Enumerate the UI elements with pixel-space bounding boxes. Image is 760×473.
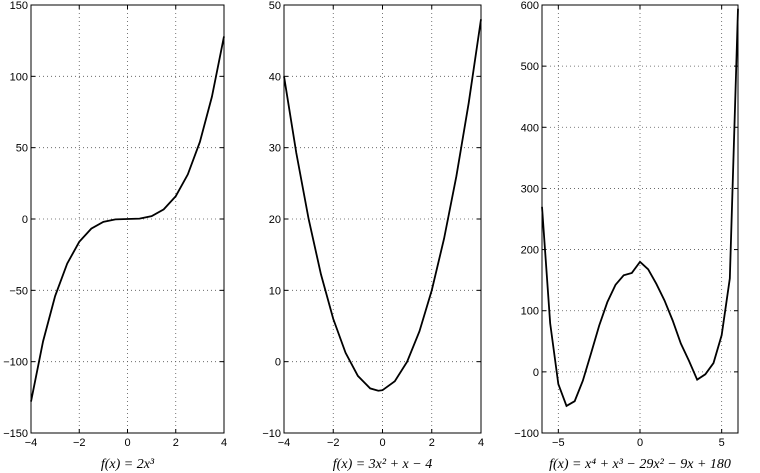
y-tick-label: −100 [3, 357, 28, 369]
y-tick-label: 600 [521, 0, 539, 12]
y-tick-label: 10 [269, 285, 281, 297]
y-tick-label: 150 [10, 0, 28, 12]
function-curve [283, 19, 482, 392]
y-tick-label: 40 [269, 71, 281, 83]
x-tick-label: −4 [25, 437, 38, 449]
y-tick-label: 0 [22, 214, 28, 226]
y-tick-label: 20 [269, 214, 281, 226]
x-tick-label: −2 [73, 437, 86, 449]
function-caption: f(x) = x⁴ + x³ − 29x² − 9x + 180 [549, 457, 731, 472]
x-tick-label: −5 [552, 437, 565, 449]
x-tick-label: 4 [478, 437, 484, 449]
x-tick-label: −4 [278, 437, 291, 449]
chart-panel-1: −4 −2 0 2 4 −150 −100 −50 0 50 100 150 f(x) = 2x³ [3, 0, 227, 472]
x-tick-label: 2 [173, 437, 179, 449]
function-caption: f(x) = 2x³ [101, 457, 155, 472]
y-tick-label: 400 [521, 122, 539, 134]
chart-panel-3: −5 0 5 −100 0 100 200 300 400 500 600 f(x) = x⁴ + x… [514, 0, 739, 472]
y-tick-label: 100 [521, 306, 539, 318]
y-tick-label: 300 [521, 183, 539, 195]
x-tick-label: 0 [637, 437, 643, 449]
y-tick-label: −10 [262, 428, 281, 440]
chart-panel-2: −4 −2 0 2 4 −10 0 10 20 30 40 50 f(x) = 3x² + x − 4 [262, 0, 484, 472]
x-tick-label: 0 [124, 437, 130, 449]
x-tick-label: 0 [379, 437, 385, 449]
y-tick-label: 50 [16, 143, 28, 155]
y-tick-label: −50 [9, 285, 28, 297]
function-curve [541, 8, 739, 408]
x-tick-label: 2 [429, 437, 435, 449]
y-tick-label: −100 [514, 428, 539, 440]
y-tick-label: 0 [533, 367, 539, 379]
y-tick-label: 500 [521, 61, 539, 73]
y-tick-label: 0 [275, 357, 281, 369]
x-tick-label: 5 [719, 437, 725, 449]
x-tick-label: −2 [327, 437, 340, 449]
y-tick-label: 100 [10, 71, 28, 83]
y-tick-label: 200 [521, 245, 539, 257]
function-caption: f(x) = 3x² + x − 4 [333, 457, 432, 472]
y-tick-label: −150 [3, 428, 28, 440]
y-tick-label: 50 [269, 0, 281, 12]
y-tick-label: 30 [269, 143, 281, 155]
function-curve [30, 36, 225, 402]
x-tick-label: 4 [221, 437, 227, 449]
